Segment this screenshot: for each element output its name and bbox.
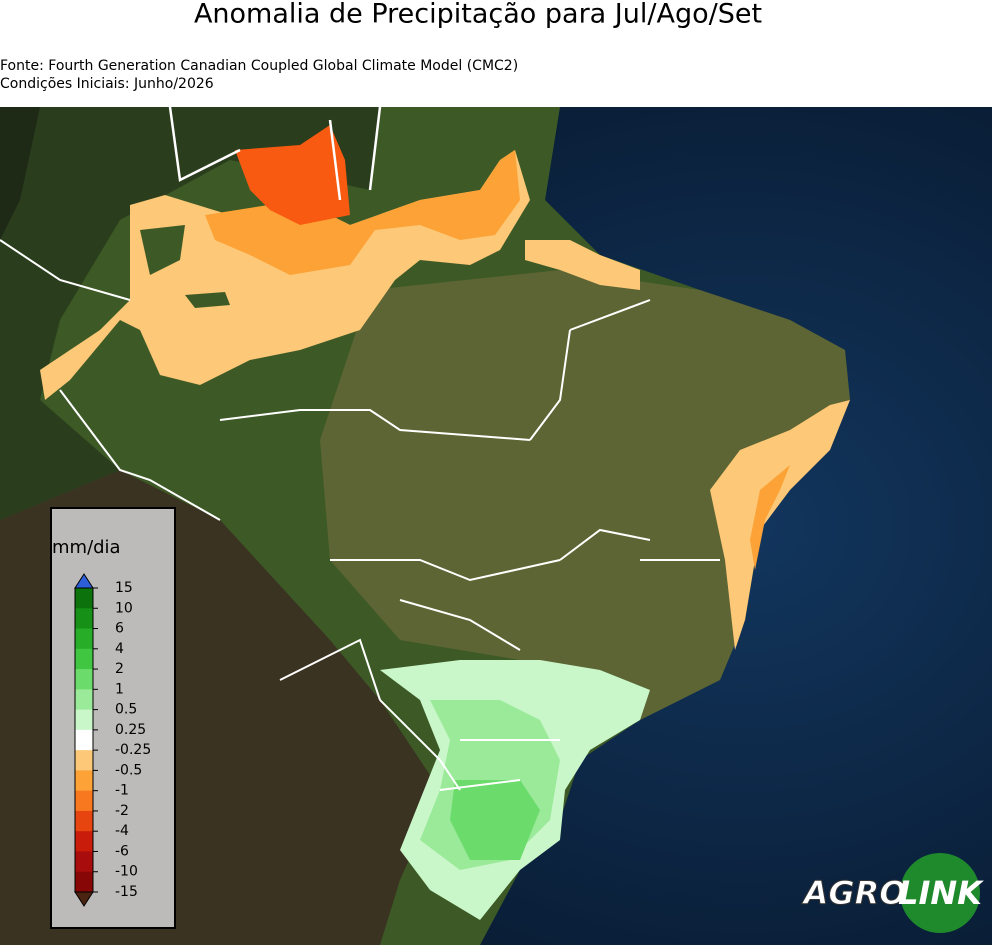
anomaly-east-orange xyxy=(750,465,790,570)
colorbar-tick-label: 1 xyxy=(115,681,124,697)
legend-panel xyxy=(50,507,176,929)
colorbar-bin xyxy=(75,588,93,609)
land-north xyxy=(0,107,380,520)
colorbar-bin xyxy=(75,831,93,852)
colorbar-tick-label: -1 xyxy=(115,783,129,799)
colorbar-tick-label: -4 xyxy=(115,823,129,839)
land-brazil-center xyxy=(320,270,850,720)
colorbar-tick-label: 10 xyxy=(115,600,133,616)
colorbar-tick-label: 4 xyxy=(115,641,124,657)
initial-conditions: Condições Iniciais: Junho/2026 xyxy=(0,76,214,92)
borders xyxy=(0,106,720,791)
colorbar-frame xyxy=(74,587,94,893)
dry-gap xyxy=(140,225,185,275)
anomaly-east xyxy=(710,400,850,650)
colorbar-bin xyxy=(75,628,93,650)
colorbar-tick-label: -6 xyxy=(115,843,129,859)
title: Anomalia de Precipitação para Jul/Ago/Se… xyxy=(194,0,762,30)
logo: AGRO LINK xyxy=(800,853,984,933)
colorbar-bin xyxy=(75,608,93,630)
anomaly-coast xyxy=(525,240,640,290)
land-andes xyxy=(0,107,40,240)
colorbar-tick-label: 0.25 xyxy=(115,722,146,738)
logo-right: LINK xyxy=(898,874,984,912)
colorbar-tick-label: 0.5 xyxy=(115,702,137,718)
colorbar-bin xyxy=(75,709,93,731)
anomaly-south-core xyxy=(450,780,540,860)
colorbar-bin xyxy=(75,750,93,771)
colorbar-bin xyxy=(75,770,93,792)
colorbar-tick-label: 15 xyxy=(115,580,133,596)
colorbar-tick-label: -10 xyxy=(115,864,138,880)
colorbar-bin xyxy=(75,871,93,893)
colorbar-tick-label: -0.25 xyxy=(115,742,151,758)
colorbar-tick-label: -0.5 xyxy=(115,762,142,778)
logo-circle xyxy=(900,853,980,933)
legend-label: mm/dia xyxy=(52,537,121,558)
colorbar-bin xyxy=(75,669,93,690)
colorbar-bin xyxy=(75,851,93,873)
colorbar-tick-label: 2 xyxy=(115,661,124,677)
colorbar-tick-label: -2 xyxy=(115,803,129,819)
legend: mm/dia 15 10 6 4 2 1 0.5 0.25 -0.25 -0.5 -1 -2 -4 -6 -… xyxy=(50,507,176,929)
colorbar-tick-label: -15 xyxy=(115,884,138,900)
colorbar-tick-label: 6 xyxy=(115,621,124,637)
source: Fonte: Fourth Generation Canadian Couple… xyxy=(0,58,518,74)
colorbar-bin xyxy=(75,790,93,812)
colorbar-bin xyxy=(75,648,93,670)
anomaly-north-orange xyxy=(205,150,520,275)
colorbar-bin xyxy=(75,689,93,711)
colorbar-bin xyxy=(75,729,93,751)
anomaly-north-red xyxy=(235,125,350,225)
dry-gap xyxy=(185,292,230,308)
colorbar-bin xyxy=(75,810,93,832)
logo-left: AGRO xyxy=(801,874,907,912)
